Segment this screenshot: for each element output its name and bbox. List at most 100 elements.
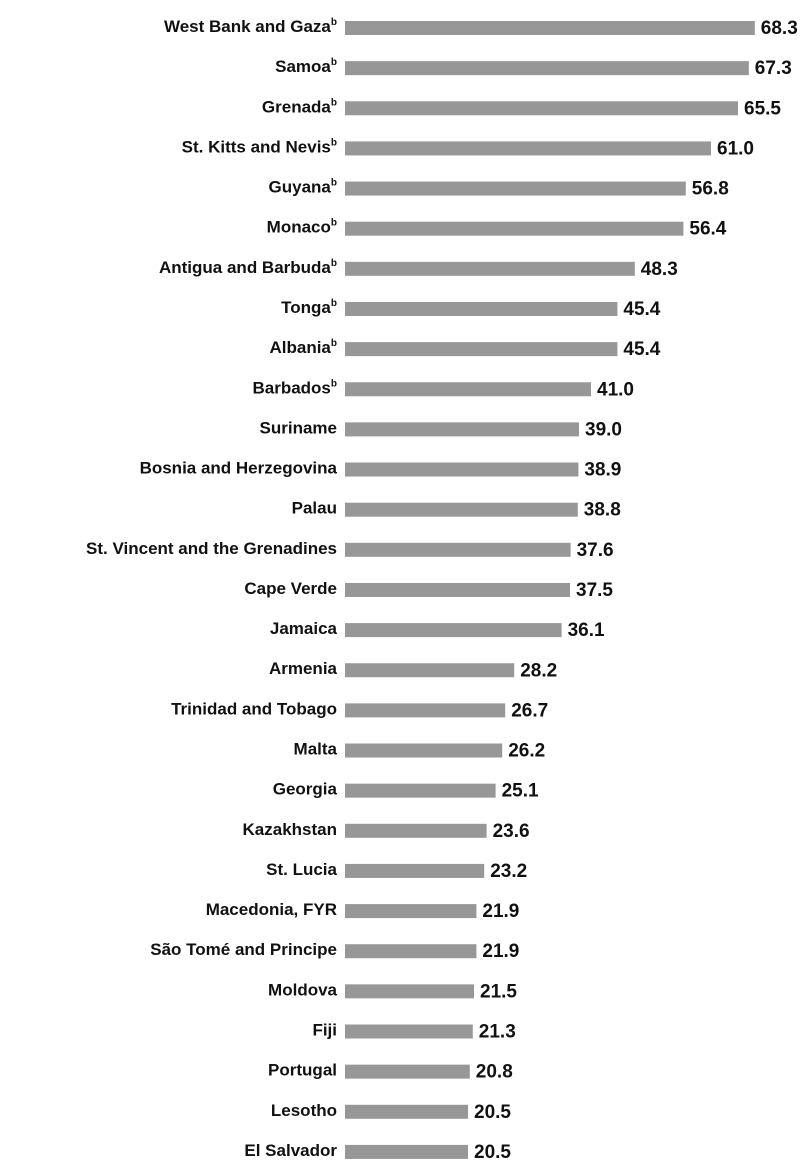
category-name: Portugal xyxy=(268,1061,337,1080)
category-name: El Salvador xyxy=(244,1141,337,1160)
value-label: 21.9 xyxy=(482,941,519,962)
value-label: 38.8 xyxy=(584,500,621,521)
category-name: Malta xyxy=(294,740,338,759)
footnote-mark: b xyxy=(331,97,337,108)
category-label: Georgia xyxy=(273,780,338,799)
category-label: Trinidad and Tobago xyxy=(171,700,337,719)
bar xyxy=(345,863,485,878)
bar xyxy=(345,462,579,477)
category-name: Trinidad and Tobago xyxy=(171,700,337,719)
category-label: Barbadosb xyxy=(252,378,337,398)
category-label: Albaniab xyxy=(269,338,337,358)
value-label: 67.3 xyxy=(755,58,792,79)
category-label: El Salvador xyxy=(244,1141,337,1160)
value-label: 39.0 xyxy=(585,419,622,440)
bar xyxy=(345,502,578,517)
value-label: 28.2 xyxy=(520,660,557,681)
bar xyxy=(345,382,591,397)
value-label: 23.6 xyxy=(493,821,530,842)
category-label: St. Vincent and the Grenadines xyxy=(86,539,337,558)
footnote-mark: b xyxy=(331,298,337,309)
category-name: West Bank and Gaza xyxy=(164,17,331,36)
bar xyxy=(345,542,571,557)
category-label: São Tomé and Principe xyxy=(150,941,337,960)
value-label: 21.9 xyxy=(482,901,519,922)
category-name: Armenia xyxy=(269,660,338,679)
value-label: 45.4 xyxy=(623,339,660,360)
footnote-mark: b xyxy=(331,257,337,268)
category-name: Jamaica xyxy=(270,620,338,639)
category-label: Bosnia and Herzegovina xyxy=(140,459,338,478)
value-label: 61.0 xyxy=(717,138,754,159)
category-name: Palau xyxy=(292,499,337,518)
bar xyxy=(345,181,686,196)
category-name: Barbados xyxy=(252,379,330,398)
bar xyxy=(345,1024,473,1039)
category-name: St. Vincent and the Grenadines xyxy=(86,539,337,558)
category-name: São Tomé and Principe xyxy=(150,941,337,960)
bar xyxy=(345,663,515,678)
bar xyxy=(345,1104,468,1119)
value-label: 20.5 xyxy=(474,1142,511,1163)
value-label: 23.2 xyxy=(490,861,527,882)
bar xyxy=(345,1064,470,1079)
category-label: St. Kitts and Nevisb xyxy=(182,137,337,157)
category-name: Tonga xyxy=(281,298,331,317)
category-label: Kazakhstan xyxy=(243,820,337,839)
value-label: 45.4 xyxy=(623,299,660,320)
bar xyxy=(345,944,477,959)
category-label: Guyanab xyxy=(269,177,337,197)
category-name: Cape Verde xyxy=(244,579,337,598)
value-label: 21.5 xyxy=(480,981,517,1002)
category-name: Bosnia and Herzegovina xyxy=(140,459,338,478)
bar xyxy=(345,221,684,236)
category-label: Fiji xyxy=(312,1021,337,1040)
category-label: St. Lucia xyxy=(266,860,337,879)
value-label: 20.8 xyxy=(476,1062,513,1083)
category-name: Albania xyxy=(269,339,331,358)
category-label: Cape Verde xyxy=(244,579,337,598)
category-name: Macedonia, FYR xyxy=(206,901,337,920)
bar xyxy=(345,61,749,76)
value-label: 21.3 xyxy=(479,1022,516,1043)
category-label: Malta xyxy=(294,740,338,759)
value-label: 41.0 xyxy=(597,379,634,400)
category-name: Kazakhstan xyxy=(243,820,337,839)
value-label: 20.5 xyxy=(474,1102,511,1123)
value-label: 48.3 xyxy=(641,259,678,280)
value-label: 68.3 xyxy=(761,18,798,39)
category-label: Samoab xyxy=(275,57,337,77)
value-label: 56.4 xyxy=(689,219,726,240)
category-label: Lesotho xyxy=(271,1101,337,1120)
bar xyxy=(345,342,618,357)
value-label: 38.9 xyxy=(584,460,621,481)
bar xyxy=(345,703,506,718)
bar xyxy=(345,1144,468,1159)
bar xyxy=(345,582,570,597)
category-label: Jamaica xyxy=(270,620,338,639)
category-label: Portugal xyxy=(268,1061,337,1080)
category-name: Samoa xyxy=(275,58,331,77)
value-label: 37.5 xyxy=(576,580,613,601)
category-name: Suriname xyxy=(260,419,337,438)
value-label: 36.1 xyxy=(568,620,605,641)
value-label: 25.1 xyxy=(502,781,539,802)
category-label: West Bank and Gazab xyxy=(164,17,337,37)
bar xyxy=(345,984,474,999)
category-label: Macedonia, FYR xyxy=(206,901,337,920)
category-name: Fiji xyxy=(312,1021,337,1040)
category-label: Antigua and Barbudab xyxy=(159,257,337,277)
footnote-mark: b xyxy=(331,177,337,188)
value-label: 65.5 xyxy=(744,98,781,119)
footnote-mark: b xyxy=(331,217,337,228)
category-label: Suriname xyxy=(260,419,337,438)
category-name: Guyana xyxy=(269,178,332,197)
value-label: 37.6 xyxy=(577,540,614,561)
bar xyxy=(345,21,755,35)
footnote-mark: b xyxy=(331,338,337,349)
category-name: Moldova xyxy=(268,981,337,1000)
bar xyxy=(345,823,487,838)
bar xyxy=(345,904,477,919)
value-label: 56.8 xyxy=(692,179,729,200)
